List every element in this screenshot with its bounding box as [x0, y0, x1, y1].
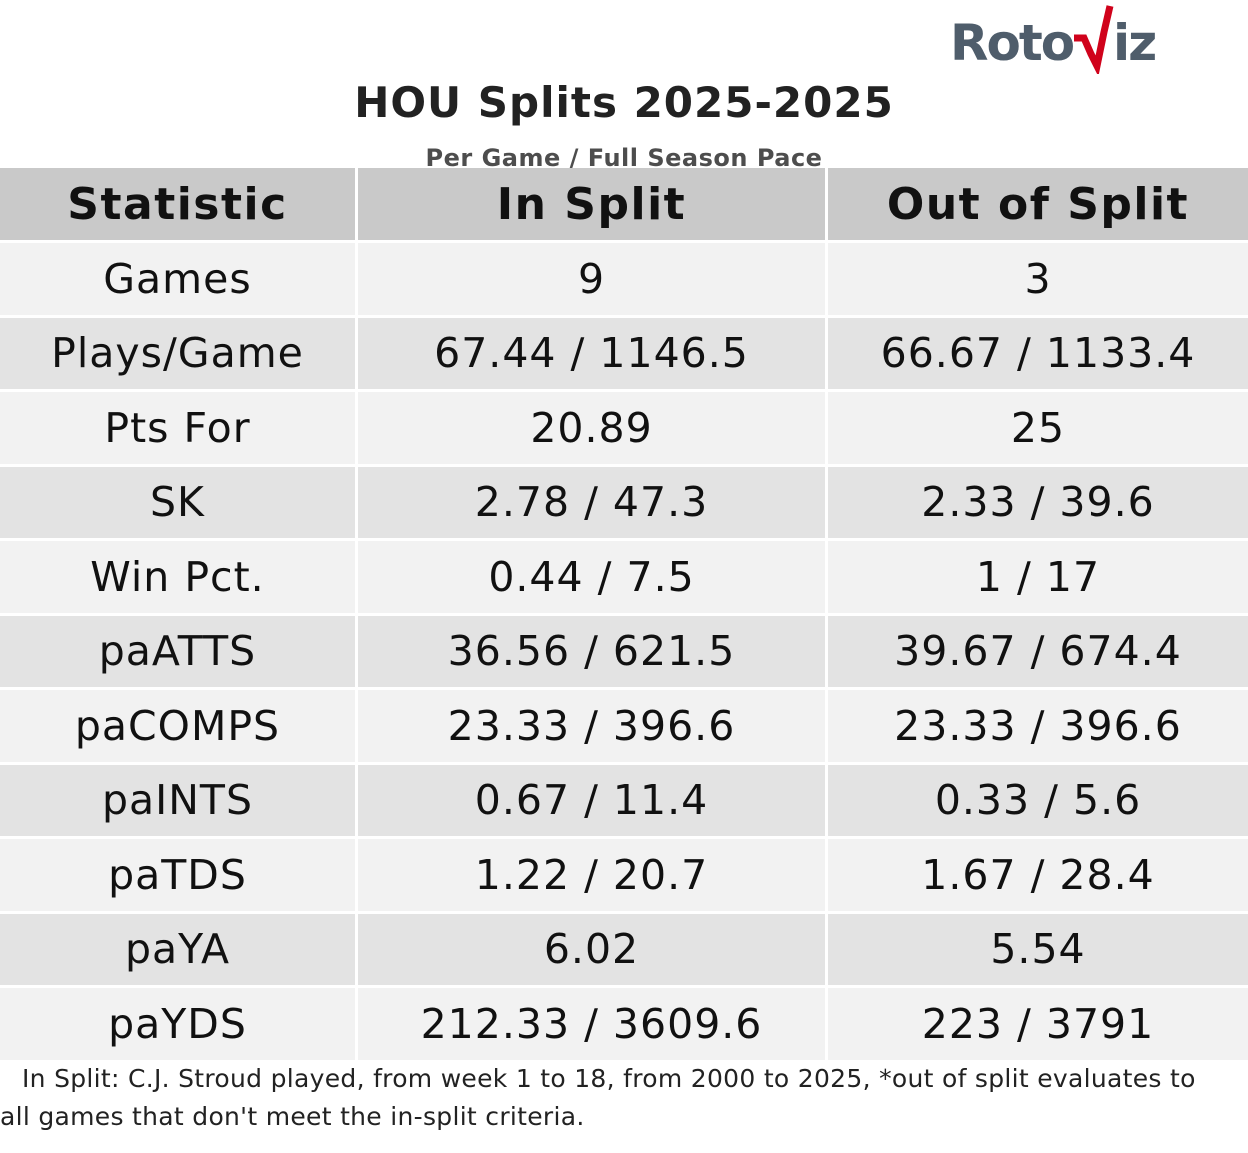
cell-out-of-split: 223 / 3791: [921, 999, 1155, 1048]
cell-out-of-split: 23.33 / 396.6: [894, 701, 1182, 750]
cell-out-of-split: 66.67 / 1133.4: [880, 329, 1196, 378]
table-row: Pts For 20.89 25: [0, 389, 1248, 464]
table-row: Plays/Game 67.44 / 1146.5 66.67 / 1133.4: [0, 314, 1248, 389]
table-row: paINTS 0.67 / 11.4 0.33 / 5.6: [0, 761, 1248, 836]
cell-in-split: 9: [358, 243, 828, 315]
cell-in-split: 67.44 / 1146.5: [358, 317, 828, 389]
cell-out-of-split: 25: [1010, 403, 1066, 452]
cell-statistic: paATTS: [0, 615, 358, 687]
table-header-row: Statistic In Split Out of Split: [0, 168, 1248, 240]
cell-out-of-split: 39.67 / 674.4: [894, 627, 1182, 676]
cell-statistic: SK: [0, 466, 358, 538]
cell-out-of-split: 1 / 17: [975, 552, 1101, 601]
footnote: In Split: C.J. Stroud played, from week …: [0, 1060, 1248, 1136]
cell-statistic: paCOMPS: [0, 690, 358, 762]
logo-v-mark: [1074, 5, 1114, 74]
table-row: paYA 6.02 5.54: [0, 910, 1248, 985]
cell-out-of-split: 5.54: [990, 925, 1086, 974]
logo-text-right: iz: [1113, 14, 1155, 72]
cell-in-split: 0.67 / 11.4: [358, 764, 828, 836]
cell-statistic: Pts For: [0, 392, 358, 464]
logo-text-left: Roto: [950, 14, 1074, 72]
chart-title: HOU Splits 2025-2025: [354, 78, 894, 127]
table-row: Win Pct. 0.44 / 7.5 1 / 17: [0, 538, 1248, 613]
cell-statistic: paYA: [0, 913, 358, 985]
table-row: paYDS 212.33 / 3609.6 223 / 3791: [0, 985, 1248, 1060]
footnote-line-2: all games that don't meet the in-split c…: [0, 1102, 585, 1131]
cell-in-split: 6.02: [358, 913, 828, 985]
cell-out-of-split: 0.33 / 5.6: [934, 776, 1142, 825]
cell-in-split: 2.78 / 47.3: [358, 466, 828, 538]
table-row: paTDS 1.22 / 20.7 1.67 / 28.4: [0, 836, 1248, 911]
cell-statistic: Plays/Game: [0, 317, 358, 389]
header-statistic: Statistic: [0, 168, 358, 240]
cell-in-split: 36.56 / 621.5: [358, 615, 828, 687]
table-row: paATTS 36.56 / 621.5 39.67 / 674.4: [0, 612, 1248, 687]
cell-in-split: 0.44 / 7.5: [358, 541, 828, 613]
table-row: Games 9 3: [0, 240, 1248, 315]
table-body: Games 9 3 Plays/Game 67.44 / 1146.5 66.67 / 1…: [0, 240, 1248, 1060]
rotoviz-logo: Roto iz: [950, 4, 1172, 74]
cell-in-split: 1.22 / 20.7: [358, 839, 828, 911]
cell-out-of-split: 1.67 / 28.4: [921, 850, 1155, 899]
cell-out-of-split: 2.33 / 39.6: [921, 478, 1155, 527]
chart-subtitle: Per Game / Full Season Pace: [425, 144, 823, 172]
cell-statistic: paTDS: [0, 839, 358, 911]
cell-statistic: paINTS: [0, 764, 358, 836]
cell-statistic: Win Pct.: [0, 541, 358, 613]
table-row: SK 2.78 / 47.3 2.33 / 39.6: [0, 463, 1248, 538]
cell-in-split: 212.33 / 3609.6: [358, 988, 828, 1060]
table-row: paCOMPS 23.33 / 396.6 23.33 / 396.6: [0, 687, 1248, 762]
cell-statistic: Games: [0, 243, 358, 315]
header-in-split: In Split: [358, 168, 828, 240]
header-out-of-split: Out of Split: [886, 178, 1190, 230]
cell-in-split: 23.33 / 396.6: [358, 690, 828, 762]
cell-out-of-split: 3: [1024, 254, 1052, 303]
cell-in-split: 20.89: [358, 392, 828, 464]
splits-table: Statistic In Split Out of Split Games 9 3 P…: [0, 168, 1248, 1060]
cell-statistic: paYDS: [0, 988, 358, 1060]
footnote-line-1: In Split: C.J. Stroud played, from week …: [22, 1064, 1196, 1093]
